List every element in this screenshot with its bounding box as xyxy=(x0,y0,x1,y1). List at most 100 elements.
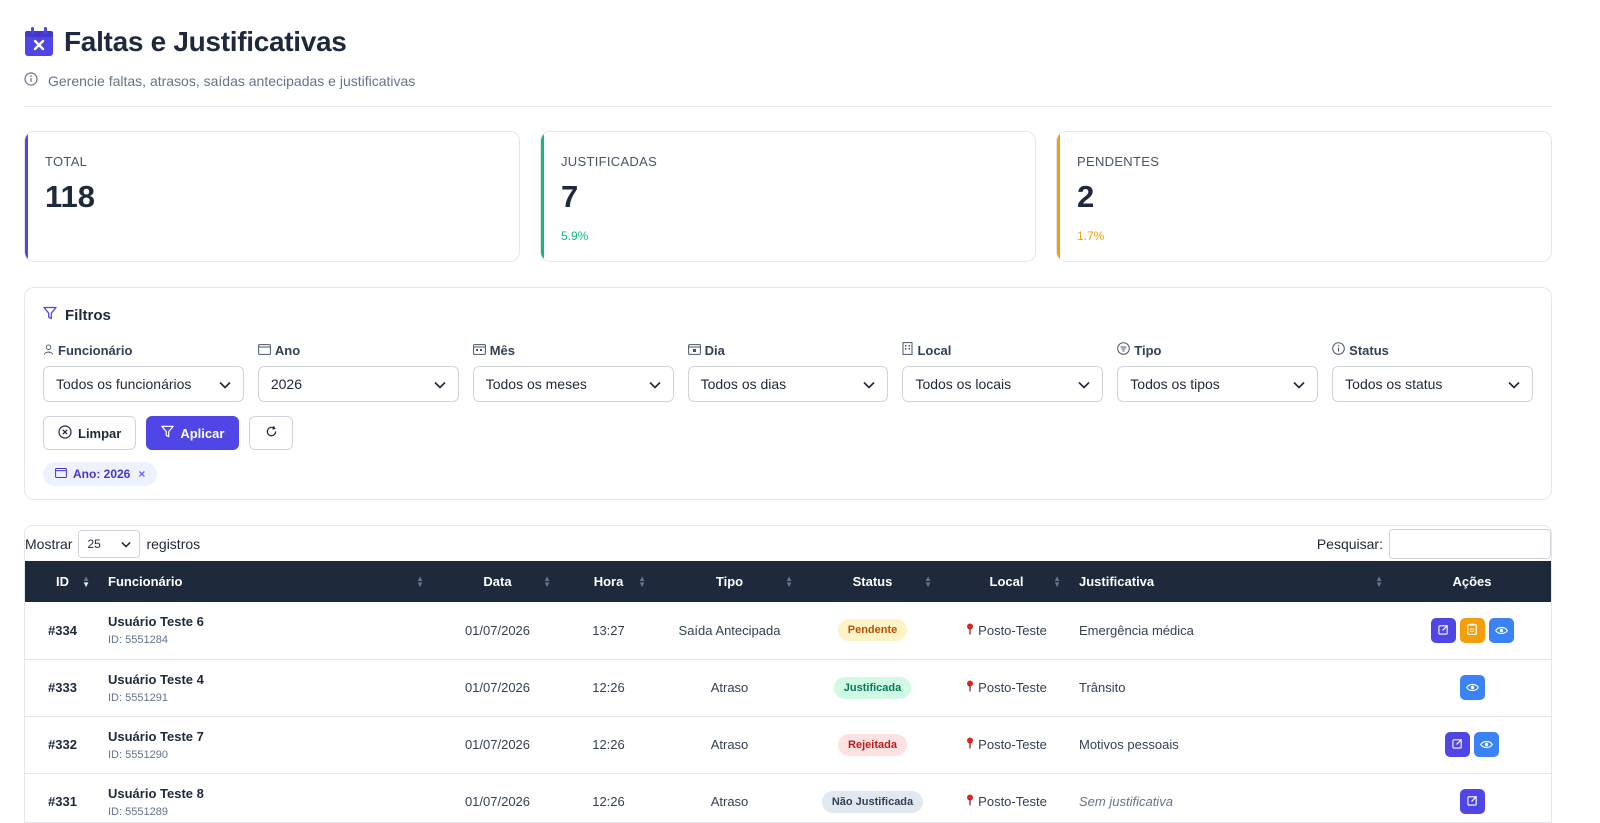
chevron-down-icon xyxy=(863,376,876,392)
filter-grid: Funcionário Todos os funcionários Ano 20… xyxy=(43,341,1534,402)
select-value: Todos os tipos xyxy=(1130,376,1220,392)
chevron-down-icon xyxy=(434,376,446,392)
eye-icon xyxy=(1465,680,1479,695)
filters-panel: Filtros Funcionário Todos os funcionário… xyxy=(24,287,1552,500)
status-badge: Rejeitada xyxy=(838,733,907,756)
chip-close-icon[interactable]: × xyxy=(138,467,146,481)
column-header-id[interactable]: ID ▲ ▼ xyxy=(25,561,100,602)
stats-row: TOTAL 118 JUSTIFICADAS 7 5.9% PENDENTES … xyxy=(24,131,1552,262)
map-pin-icon xyxy=(966,680,974,695)
dia-select[interactable]: Todos os dias xyxy=(687,366,889,402)
records-table-panel: Mostrar 25 registros Pesquisar: ID ▲ ▼ Fun… xyxy=(24,525,1552,823)
view-button[interactable] xyxy=(1459,675,1485,700)
local-select[interactable]: Todos os locais xyxy=(902,366,1104,402)
employee-id: ID: 5551291 xyxy=(108,691,168,704)
table-row: #331 Usuário Teste 8 ID: 5551289 01/07/2… xyxy=(25,773,1551,822)
edit-icon xyxy=(1452,737,1463,752)
active-filter-chip[interactable]: Ano: 2026 × xyxy=(43,462,158,486)
column-header-status[interactable]: Status ▲ ▼ xyxy=(803,561,942,602)
row-type: Atraso xyxy=(710,680,749,695)
apply-button[interactable]: Aplicar xyxy=(146,416,240,450)
table-search: Pesquisar: xyxy=(1316,528,1551,559)
tipo-select[interactable]: Todos os tipos xyxy=(1117,366,1319,402)
search-label: Pesquisar: xyxy=(1316,535,1383,552)
row-local: Posto-Teste xyxy=(942,602,1071,659)
column-header-justificativa[interactable]: Justificativa ▲ ▼ xyxy=(1071,561,1393,602)
row-employee: Usuário Teste 7 ID: 5551290 xyxy=(100,716,434,773)
edit-button[interactable] xyxy=(1459,789,1485,814)
info-icon xyxy=(1332,342,1345,358)
calendar-icon xyxy=(257,343,271,358)
column-header-local[interactable]: Local ▲ ▼ xyxy=(942,561,1071,602)
employee-name: Usuário Teste 6 xyxy=(108,614,204,630)
records-label: registros xyxy=(146,535,201,552)
page-subtitle: Gerencie faltas, atrasos, saídas antecip… xyxy=(48,72,416,89)
sort-icon: ▲ ▼ xyxy=(924,573,932,589)
building-icon xyxy=(902,342,913,358)
row-type: Atraso xyxy=(710,794,749,809)
row-actions xyxy=(1393,659,1551,716)
column-label: Local xyxy=(989,574,1024,589)
refresh-icon xyxy=(265,425,278,441)
status-badge: Pendente xyxy=(837,619,908,642)
column-label: Ações xyxy=(1452,574,1492,589)
edit-button[interactable] xyxy=(1430,617,1456,643)
page-length-select[interactable]: 25 xyxy=(78,529,141,558)
funcionario-select[interactable]: Todos os funcionários xyxy=(43,366,244,402)
page-length: Mostrar 25 registros xyxy=(25,529,201,558)
filter-icon xyxy=(161,425,175,441)
chip-label: Ano: 2026 xyxy=(73,467,131,481)
filter-icon xyxy=(43,306,57,324)
stat-card-justificadas: JUSTIFICADAS 7 5.9% xyxy=(540,131,1036,262)
chevron-down-icon xyxy=(121,537,132,551)
search-input[interactable] xyxy=(1389,528,1551,559)
sort-icon: ▲ ▼ xyxy=(82,573,90,589)
filter-label: Funcionário xyxy=(43,341,244,359)
sort-icon: ▲ ▼ xyxy=(1375,573,1383,589)
stat-value: 118 xyxy=(45,179,96,214)
sort-icon: ▲ ▼ xyxy=(638,573,646,589)
filter-label-text: Ano xyxy=(274,342,301,358)
row-status: Pendente xyxy=(803,602,942,659)
row-id: #333 xyxy=(48,680,77,695)
row-time: 13:27 xyxy=(592,622,625,638)
clear-button[interactable]: Limpar xyxy=(43,416,137,450)
column-header-funcionario[interactable]: Funcionário ▲ ▼ xyxy=(100,561,434,602)
column-label: ID xyxy=(56,574,69,589)
row-employee: Usuário Teste 4 ID: 5551291 xyxy=(100,659,434,716)
filter-tipo: Tipo Todos os tipos xyxy=(1117,341,1319,402)
view-button[interactable] xyxy=(1488,617,1514,643)
row-local: Posto-Teste xyxy=(942,716,1071,773)
filter-ano: Ano 2026 xyxy=(257,341,459,402)
row-employee: Usuário Teste 8 ID: 5551289 xyxy=(100,773,434,822)
row-status: Justificada xyxy=(803,659,942,716)
table-header-row: ID ▲ ▼ Funcionário ▲ ▼ Data ▲ ▼ Hora ▲ ▼ Tipo ▲ ▼ … xyxy=(25,561,1551,602)
row-justification: Emergência médica xyxy=(1079,622,1194,638)
refresh-button[interactable] xyxy=(249,416,294,450)
row-time: 12:26 xyxy=(592,737,625,752)
mes-select[interactable]: Todos os meses xyxy=(472,366,674,402)
edit-button[interactable] xyxy=(1445,732,1470,757)
filter-label: Tipo xyxy=(1117,341,1318,359)
column-header-hora[interactable]: Hora ▲ ▼ xyxy=(561,561,656,602)
filter-label: Dia xyxy=(687,341,889,359)
employee-id: ID: 5551289 xyxy=(108,805,168,818)
row-actions xyxy=(1393,602,1551,659)
view-button[interactable] xyxy=(1474,732,1499,757)
column-header-data[interactable]: Data ▲ ▼ xyxy=(434,561,561,602)
filter-label: Mês xyxy=(472,341,674,359)
column-label: Funcionário xyxy=(108,574,183,589)
ano-select[interactable]: 2026 xyxy=(257,366,459,402)
row-justification: Motivos pessoais xyxy=(1079,737,1179,752)
chevron-down-icon xyxy=(219,376,231,392)
justify-button[interactable] xyxy=(1459,617,1485,643)
filters-title: Filtros xyxy=(65,306,111,324)
filter-label-text: Tipo xyxy=(1134,342,1162,358)
column-header-tipo[interactable]: Tipo ▲ ▼ xyxy=(656,561,803,602)
stat-card-pendentes: PENDENTES 2 1.7% xyxy=(1056,131,1552,262)
status-select[interactable]: Todos os status xyxy=(1332,366,1534,402)
chevron-down-icon xyxy=(1293,376,1305,392)
table-row: #333 Usuário Teste 4 ID: 5551291 01/07/2… xyxy=(25,659,1551,716)
filter-label-text: Funcionário xyxy=(58,342,133,358)
clear-button-label: Limpar xyxy=(78,425,122,441)
